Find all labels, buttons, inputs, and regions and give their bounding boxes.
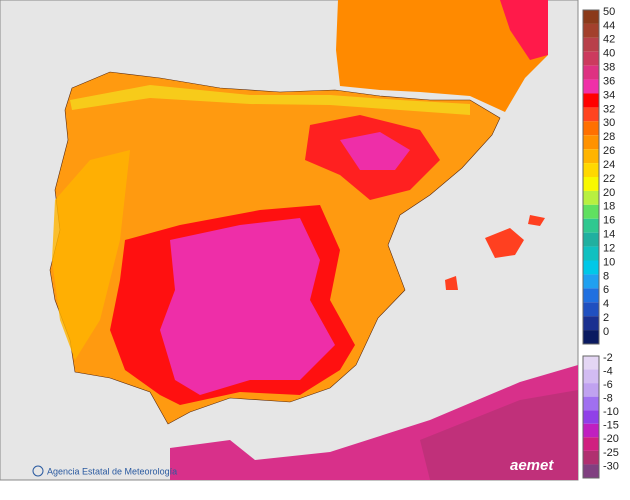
legend-swatch <box>583 135 599 150</box>
legend-label: -25 <box>603 447 619 459</box>
legend-swatch <box>583 260 599 275</box>
legend-swatch <box>583 330 599 344</box>
legend-swatch <box>583 437 599 451</box>
agency-icon <box>32 465 44 477</box>
logo: aemet <box>510 457 554 474</box>
legend-swatch <box>583 396 599 411</box>
atlas-hot <box>420 390 578 480</box>
legend-swatch <box>583 316 599 331</box>
legend-swatch <box>583 204 599 219</box>
legend-swatch <box>583 246 599 261</box>
legend-swatch <box>583 302 599 317</box>
legend-label: 18 <box>603 201 615 213</box>
legend-swatch <box>583 23 599 38</box>
france <box>336 0 548 112</box>
legend-swatch <box>583 121 599 136</box>
balearic-islands <box>445 215 545 290</box>
legend-label: 40 <box>603 48 615 60</box>
legend-swatch <box>583 288 599 303</box>
legend-label: 14 <box>603 229 615 241</box>
legend-label: 44 <box>603 20 615 32</box>
legend-swatch <box>583 423 599 438</box>
legend-label: 8 <box>603 270 609 282</box>
legend-label: 6 <box>603 284 609 296</box>
legend-label: -2 <box>603 352 613 364</box>
legend-swatch <box>583 37 599 52</box>
very-hot-south <box>160 218 335 395</box>
legend-label: 36 <box>603 75 615 87</box>
legend-label: -15 <box>603 420 619 432</box>
legend-label: 42 <box>603 34 615 46</box>
legend-swatch <box>583 356 599 370</box>
legend-swatch <box>583 190 599 205</box>
legend-label: 34 <box>603 89 615 101</box>
legend-border <box>582 9 600 345</box>
legend-label: 22 <box>603 173 615 185</box>
legend-swatch <box>583 79 599 94</box>
legend-swatch <box>583 450 599 465</box>
legend-label: -10 <box>603 406 619 418</box>
legend-swatch <box>583 10 599 24</box>
legend-label: 32 <box>603 103 615 115</box>
legend-swatch <box>583 232 599 247</box>
legend-swatch <box>583 274 599 289</box>
legend-label: -8 <box>603 393 613 405</box>
legend-label: -4 <box>603 365 613 377</box>
legend-label: -6 <box>603 379 613 391</box>
legend-swatch <box>583 177 599 191</box>
legend-border <box>582 355 600 479</box>
legend-label: -20 <box>603 433 619 445</box>
legend-label: 50 <box>603 6 615 18</box>
legend-label: 12 <box>603 242 615 254</box>
france-hot <box>500 0 548 60</box>
legend-label: 26 <box>603 145 615 157</box>
legend-label: -30 <box>603 460 619 472</box>
legend-label: 38 <box>603 62 615 74</box>
legend-swatch <box>583 51 599 66</box>
legend-swatch <box>583 410 599 424</box>
portugal-coast <box>52 150 130 360</box>
north-coast <box>70 85 470 115</box>
legend-swatch <box>583 383 599 397</box>
legend-label: 20 <box>603 187 615 199</box>
legend-label: 4 <box>603 298 609 310</box>
agency-name: Agencia Estatal de Meteorología <box>47 466 177 476</box>
legend-swatch <box>583 65 599 80</box>
legend-swatch <box>583 464 599 478</box>
legend-swatch <box>583 107 599 122</box>
legend-swatch <box>583 369 599 384</box>
legend-label: 16 <box>603 215 615 227</box>
legend-label: 2 <box>603 312 609 324</box>
legend-label: 0 <box>603 326 609 338</box>
legend-label: 24 <box>603 159 615 171</box>
legend-label: 10 <box>603 256 615 268</box>
legend-swatch <box>583 93 599 108</box>
legend-label: 30 <box>603 117 615 129</box>
legend-label: 28 <box>603 131 615 143</box>
legend-swatch <box>583 163 599 177</box>
legend-swatch <box>583 149 599 164</box>
very-hot-ebro <box>340 132 410 170</box>
legend-swatch <box>583 218 599 233</box>
